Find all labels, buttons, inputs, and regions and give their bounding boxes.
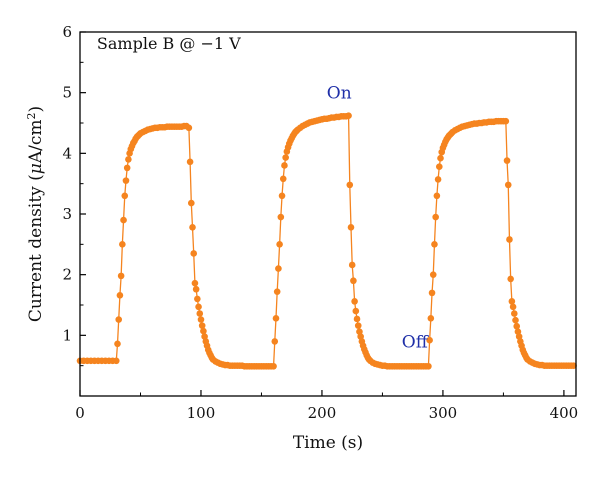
data-point bbox=[346, 181, 354, 189]
y-tick-label: 2 bbox=[62, 266, 72, 284]
data-point bbox=[509, 303, 517, 311]
data-point bbox=[427, 315, 435, 322]
annotation-off-label: Off bbox=[402, 332, 430, 352]
x-tick-label: 100 bbox=[187, 404, 216, 422]
series-line bbox=[80, 114, 574, 367]
data-point bbox=[432, 213, 439, 221]
y-tick-label: 6 bbox=[62, 23, 72, 41]
data-point bbox=[190, 250, 198, 257]
data-point bbox=[189, 224, 196, 231]
data-point bbox=[429, 271, 437, 278]
data-point bbox=[195, 303, 202, 311]
y-tick-label: 3 bbox=[62, 205, 72, 223]
data-point bbox=[350, 277, 357, 285]
y-axis-title-post: ) bbox=[26, 106, 46, 113]
data-point bbox=[115, 316, 123, 323]
data-point bbox=[513, 322, 521, 330]
data-point bbox=[123, 164, 131, 172]
data-point bbox=[352, 307, 360, 315]
data-point bbox=[437, 154, 444, 162]
data-point bbox=[270, 362, 277, 370]
data-point bbox=[277, 213, 285, 221]
x-tick-label: 200 bbox=[308, 404, 337, 422]
axis-ticks: 0 100 200 300 400 1 2 3 4 5 6 bbox=[62, 23, 578, 422]
data-point bbox=[119, 241, 126, 248]
x-tick-label: 400 bbox=[550, 404, 579, 422]
data-point bbox=[186, 158, 194, 166]
data-layer bbox=[76, 112, 577, 370]
data-point bbox=[431, 241, 438, 248]
data-point bbox=[192, 285, 200, 293]
data-point bbox=[114, 340, 121, 348]
data-point bbox=[116, 291, 124, 299]
y-tick-label: 1 bbox=[62, 326, 72, 344]
data-point bbox=[508, 298, 516, 305]
data-point bbox=[188, 199, 195, 207]
data-point bbox=[425, 362, 432, 370]
data-point bbox=[433, 192, 441, 200]
x-tick-label: 300 bbox=[429, 404, 458, 422]
data-point bbox=[194, 295, 201, 303]
data-point bbox=[570, 362, 577, 369]
data-point bbox=[198, 322, 206, 329]
data-point bbox=[354, 322, 362, 329]
x-axis-title: Time (s) bbox=[293, 433, 363, 453]
annotation-sample-label: Sample B @ −1 V bbox=[97, 34, 241, 53]
x-tick-label: 0 bbox=[75, 404, 85, 422]
data-point bbox=[511, 310, 518, 317]
data-point bbox=[196, 310, 204, 317]
y-axis-title-sup: 2 bbox=[25, 112, 38, 119]
data-point bbox=[275, 265, 282, 272]
data-point bbox=[512, 316, 519, 324]
data-point bbox=[502, 117, 510, 125]
data-point bbox=[121, 192, 129, 200]
data-point bbox=[503, 157, 511, 164]
data-point bbox=[436, 163, 443, 170]
data-point bbox=[197, 316, 205, 323]
y-axis-title-unit: A/cm bbox=[26, 119, 46, 164]
data-point bbox=[120, 216, 127, 224]
y-axis-title-pre: Current density ( bbox=[26, 174, 46, 322]
data-point bbox=[351, 298, 358, 305]
data-point bbox=[112, 357, 120, 365]
annotation-on-label: On bbox=[327, 84, 352, 104]
data-point bbox=[117, 272, 125, 280]
data-point bbox=[347, 224, 355, 231]
data-point bbox=[272, 315, 280, 322]
y-tick-label: 4 bbox=[62, 144, 72, 162]
data-point bbox=[276, 241, 283, 248]
data-point bbox=[434, 176, 442, 183]
data-point bbox=[282, 154, 289, 161]
data-point bbox=[200, 327, 207, 335]
data-point bbox=[506, 236, 513, 243]
data-point bbox=[345, 112, 352, 120]
data-point bbox=[122, 177, 130, 184]
y-axis-title-mu: μ bbox=[26, 163, 46, 174]
y-tick-label: 5 bbox=[62, 84, 72, 102]
data-point bbox=[504, 181, 512, 189]
data-point bbox=[428, 289, 436, 297]
data-point bbox=[281, 162, 288, 169]
data-point bbox=[507, 275, 514, 283]
data-point bbox=[348, 261, 356, 269]
data-point bbox=[191, 279, 199, 287]
data-point bbox=[273, 288, 281, 295]
data-point bbox=[125, 156, 132, 163]
data-point bbox=[185, 124, 193, 132]
data-point bbox=[278, 192, 286, 200]
data-point bbox=[279, 175, 287, 183]
data-point bbox=[271, 338, 279, 345]
data-point bbox=[353, 315, 361, 323]
data-point bbox=[426, 336, 433, 344]
y-axis-title: Current density (μA/cm2) bbox=[25, 106, 47, 322]
